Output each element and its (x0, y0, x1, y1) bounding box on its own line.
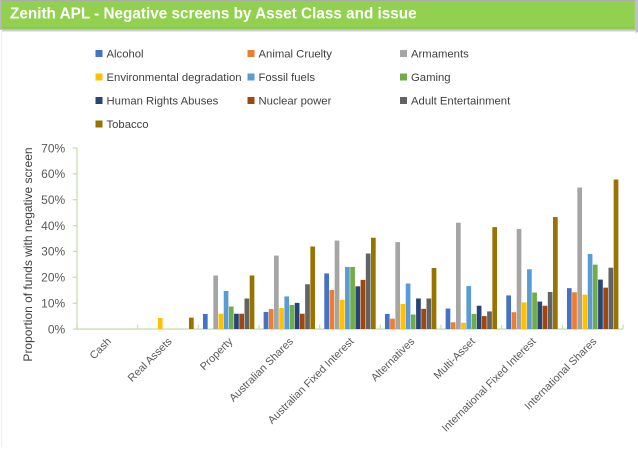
svg-text:Adult Entertainment: Adult Entertainment (411, 96, 511, 108)
svg-text:Nuclear power: Nuclear power (259, 96, 332, 108)
svg-text:Tobacco: Tobacco (107, 119, 149, 131)
svg-text:0%: 0% (48, 322, 66, 336)
svg-text:Armaments: Armaments (411, 49, 469, 61)
svg-text:60%: 60% (41, 167, 65, 181)
svg-text:30%: 30% (41, 245, 65, 259)
svg-text:Fossil fuels: Fossil fuels (259, 72, 316, 84)
svg-text:50%: 50% (41, 193, 65, 207)
svg-text:Environmental degradation: Environmental degradation (107, 72, 242, 84)
svg-text:Gaming: Gaming (411, 72, 451, 84)
svg-text:Alcohol: Alcohol (107, 49, 144, 61)
svg-text:Human Rights Abuses: Human Rights Abuses (107, 96, 219, 108)
svg-text:Zenith APL - Negative screens: Zenith APL - Negative screens by Asset C… (10, 6, 417, 23)
svg-text:Proportion of funds with negat: Proportion of funds with negative screen (21, 147, 35, 361)
svg-text:70%: 70% (41, 141, 65, 155)
svg-text:10%: 10% (41, 296, 65, 310)
svg-text:40%: 40% (41, 219, 65, 233)
svg-text:Animal Cruelty: Animal Cruelty (259, 49, 333, 61)
svg-text:20%: 20% (41, 271, 65, 285)
